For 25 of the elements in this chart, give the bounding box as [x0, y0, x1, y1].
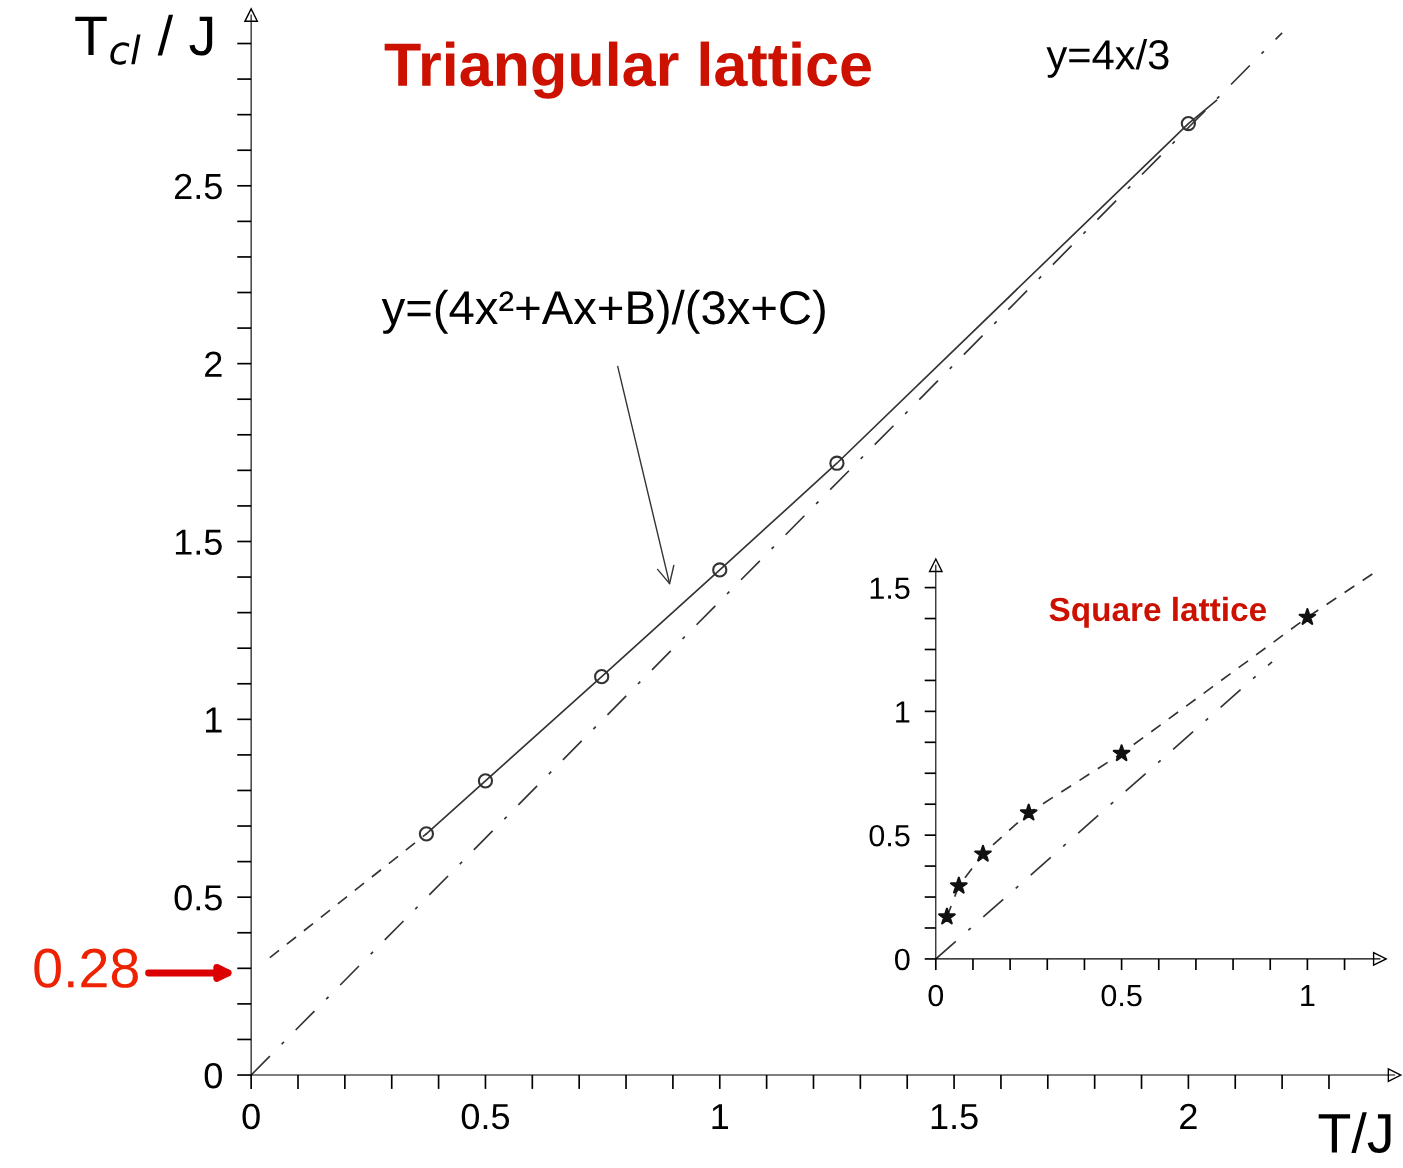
chart-title: Triangular lattice — [384, 41, 871, 99]
x-tick-label: 0 — [242, 1103, 260, 1130]
text: Square lattice — [1049, 596, 1266, 628]
x-tick-label: 0.5 — [461, 1103, 510, 1130]
y-tick-label: 2 — [205, 351, 222, 377]
x-tick-label: 0.5 — [1101, 984, 1142, 1007]
x-axis-title: T/J — [1318, 1112, 1391, 1153]
y-tick-label: 0 — [204, 1062, 222, 1089]
y-tick-label: 2.5 — [174, 173, 222, 200]
y-tick-label: 1.5 — [175, 529, 222, 555]
annotation: y=(4x²+Ax+B)/(3x+C) — [381, 289, 825, 334]
y-tick-label: 1 — [206, 707, 222, 733]
y-axis-title: T$_{cl}$ / J — [75, 14, 213, 65]
x-tick-label: 1 — [712, 1104, 729, 1129]
y-tick-label: 0.5 — [174, 885, 222, 911]
x-tick-label: 1 — [1301, 985, 1315, 1007]
y-tick-label: 1 — [896, 701, 910, 723]
y-tick-label: 0.5 — [869, 824, 910, 847]
y-tick-label: 1.5 — [870, 577, 910, 599]
text: 0.28 — [34, 948, 138, 988]
annotation: y=4x/3 — [1046, 38, 1169, 78]
x-tick-label: 1.5 — [931, 1104, 978, 1130]
x-tick-label: 0 — [928, 984, 944, 1007]
x-tick-label: 2 — [1180, 1103, 1197, 1129]
y-tick-label: 0 — [895, 948, 910, 971]
